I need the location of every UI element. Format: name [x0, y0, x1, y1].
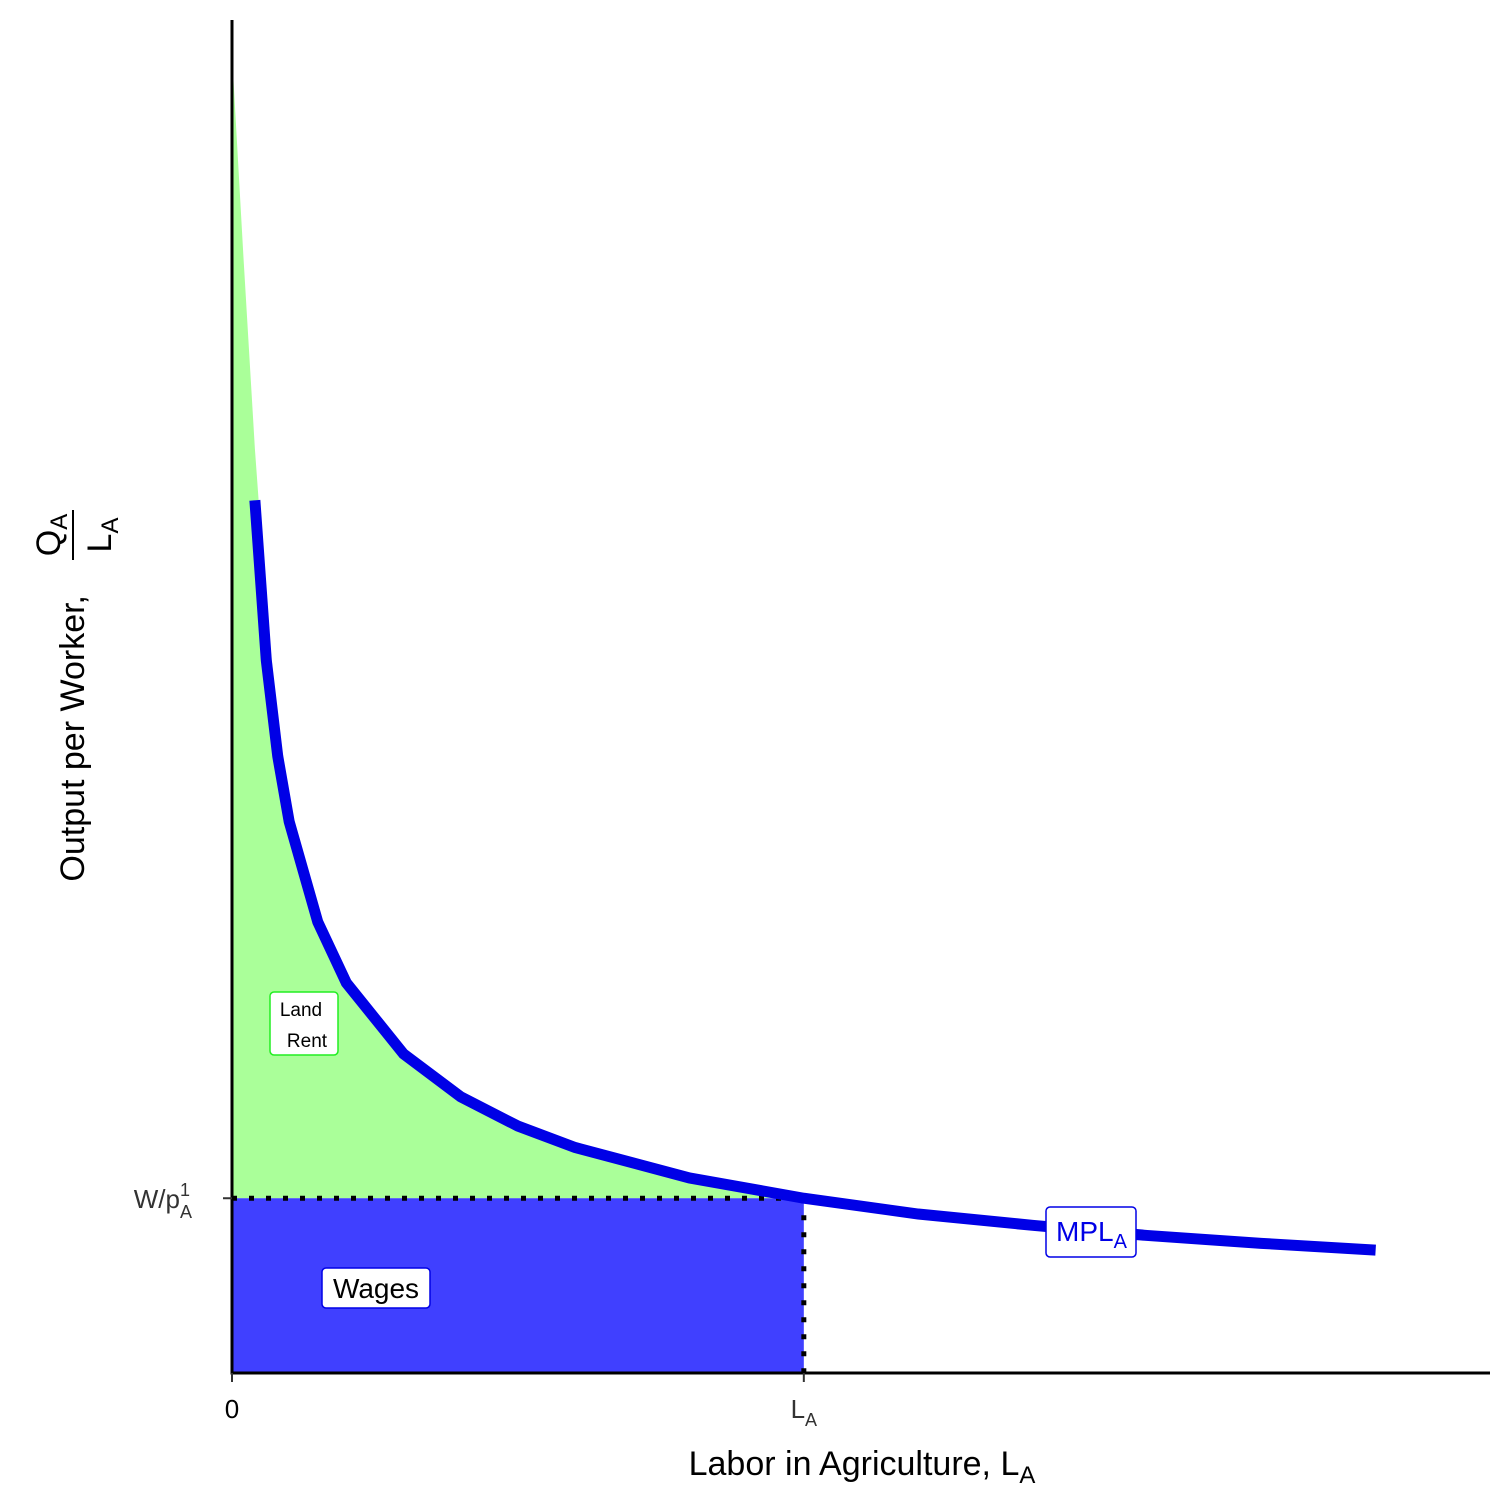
series-label-box: [1045, 1206, 1137, 1258]
wages-label: Wages: [333, 1273, 419, 1304]
tick-sub: A: [180, 1202, 192, 1222]
y-title-numerator: QA: [30, 514, 73, 556]
y-den-sub: A: [97, 518, 124, 534]
x-tick-label: 0: [225, 1394, 239, 1424]
y-den: L: [81, 534, 119, 553]
land-rent-label: Rent: [287, 1031, 328, 1052]
y-tick-label: W/p1 A: [134, 1180, 192, 1222]
tick-sub: A: [805, 1410, 817, 1430]
y-num-sub: A: [46, 514, 73, 530]
y-title-denominator: LA: [81, 518, 124, 553]
land-rent-label-box: [269, 991, 339, 1056]
wages-label-box: [321, 1267, 431, 1309]
tick-sup: 1: [180, 1180, 190, 1200]
x-axis-title: Labor in Agriculture, LA: [689, 1445, 1036, 1489]
x-title-text: Labor in Agriculture, L: [689, 1445, 1020, 1483]
tick-text: L: [791, 1394, 805, 1424]
x-title-sub: A: [1019, 1462, 1035, 1489]
wages-area: [232, 1198, 804, 1373]
series-name-sub: A: [1114, 1231, 1128, 1253]
series-label: MPLA: [1056, 1216, 1128, 1253]
land-rent-label: Land: [280, 1000, 322, 1021]
y-axis-title: Output per Worker, QA LA: [30, 510, 124, 882]
series-name: MPL: [1056, 1216, 1114, 1247]
land-rent-area: [232, 53, 804, 1199]
y-title-text: Output per Worker,: [54, 595, 92, 882]
x-tick-label: LA: [791, 1394, 817, 1430]
y-num: Q: [30, 530, 68, 556]
tick-text: W/p: [134, 1184, 180, 1214]
